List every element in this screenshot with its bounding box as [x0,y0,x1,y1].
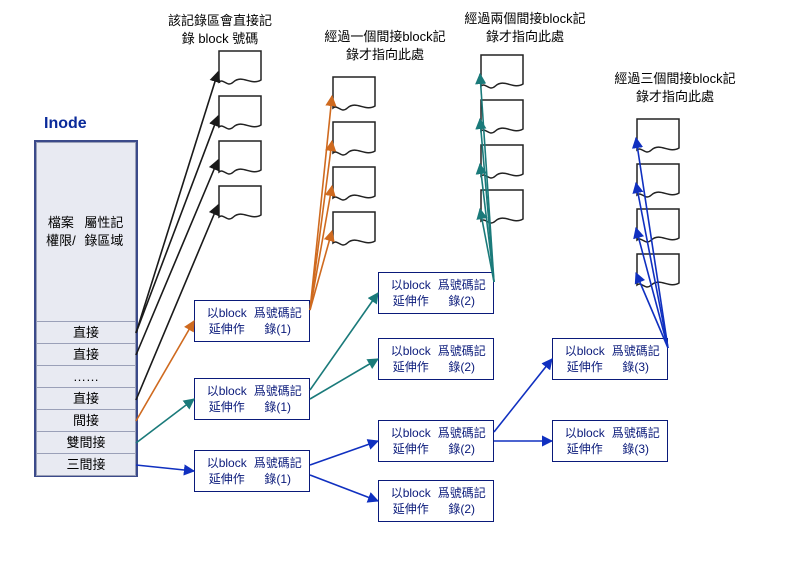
double-data-block [480,144,524,182]
inode-title: Inode [44,115,87,133]
inode-row-0: 直接 [36,322,136,344]
arrow [136,465,194,471]
ext-block-level1: 以block延伸作爲號碼記錄(1) [194,300,310,342]
inode-row-5: 雙間接 [36,432,136,454]
arrow [310,293,378,390]
inode-row-4: 間接 [36,410,136,432]
arrow [494,359,552,432]
inode-indirection-diagram: Inode 檔案權限/屬性記錄區域 直接直接……直接間接雙間接三間接 該記錄區會… [0,0,787,569]
arrow [136,399,194,443]
double-data-block [480,99,524,137]
arrow [136,72,218,333]
arrow [310,475,378,501]
triple-data-block [636,118,680,156]
inode-row-6: 三間接 [36,454,136,476]
arrow [310,96,332,310]
arrow [310,141,332,310]
inode-row-3: 直接 [36,388,136,410]
ext-block-level3: 以block延伸作爲號碼記錄(3) [552,338,668,380]
double-data-block [480,54,524,92]
ext-block-level1: 以block延伸作爲號碼記錄(1) [194,450,310,492]
single-data-block [332,121,376,159]
triple-data-block [636,163,680,201]
caption-double-indirect: 經過兩個間接block記錄才指向此處 [435,10,615,45]
ext-block-level3: 以block延伸作爲號碼記錄(3) [552,420,668,462]
direct-data-block [218,140,262,178]
direct-data-block [218,95,262,133]
ext-block-level2: 以block延伸作爲號碼記錄(2) [378,338,494,380]
triple-data-block [636,208,680,246]
single-data-block [332,211,376,249]
ext-block-level2: 以block延伸作爲號碼記錄(2) [378,272,494,314]
arrow [136,321,194,421]
inode-row-1: 直接 [36,344,136,366]
ext-block-level2: 以block延伸作爲號碼記錄(2) [378,480,494,522]
inode-title-text: Inode [44,115,87,132]
caption-triple-indirect: 經過三個間接block記錄才指向此處 [585,70,765,105]
direct-data-block [218,185,262,223]
direct-data-block [218,50,262,88]
single-data-block [332,166,376,204]
arrow [310,441,378,465]
double-data-block [480,189,524,227]
caption-direct: 該記錄區會直接記錄 block 號碼 [140,12,300,47]
ext-block-level2: 以block延伸作爲號碼記錄(2) [378,420,494,462]
arrow [310,186,332,310]
ext-block-level1: 以block延伸作爲號碼記錄(1) [194,378,310,420]
inode-attributes-region: 檔案權限/屬性記錄區域 [36,142,136,322]
inode-row-2: …… [36,366,136,388]
single-data-block [332,76,376,114]
arrow [310,359,378,399]
triple-data-block [636,253,680,291]
arrow [310,231,332,310]
